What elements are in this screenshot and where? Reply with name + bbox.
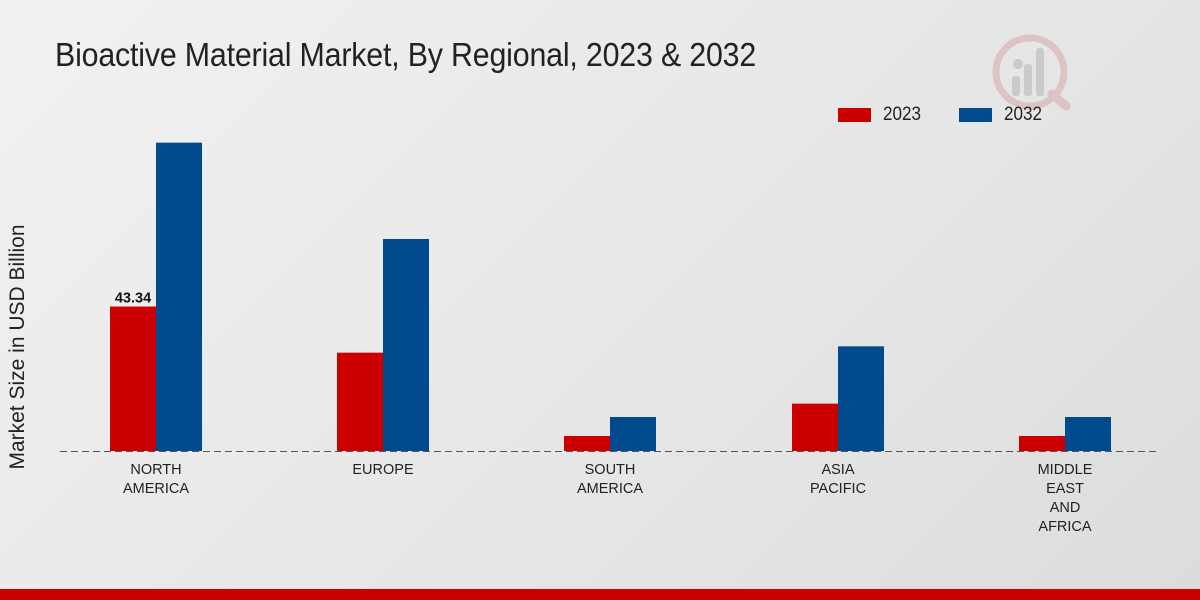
x-tick-label-2: SOUTH AMERICA xyxy=(577,462,643,497)
data-label-0: 43.34 xyxy=(115,291,151,307)
x-tick-label-0: NORTH AMERICA xyxy=(123,462,189,497)
legend: 2023 2032 xyxy=(838,104,1081,126)
bar-2023-asia-pacific xyxy=(792,403,838,451)
legend-label-2023: 2023 xyxy=(883,104,922,125)
watermark-logo-icon xyxy=(992,34,1071,111)
legend-item-2023: 2023 xyxy=(838,104,925,126)
bar-2023-middle-east-and-africa xyxy=(1019,436,1065,451)
bar-2023-south-america xyxy=(564,436,610,451)
bar-2032-asia-pacific xyxy=(838,346,884,451)
legend-item-2032: 2032 xyxy=(959,104,1046,126)
bar-2032-europe xyxy=(383,239,429,451)
bar-2023-europe xyxy=(337,352,383,451)
legend-swatch-2023 xyxy=(838,108,871,122)
legend-label-2032: 2032 xyxy=(1004,104,1043,125)
x-tick-label-1: EUROPE xyxy=(352,462,414,478)
bar-2023-north-america xyxy=(110,306,156,451)
chart-title: Bioactive Material Market, By Regional, … xyxy=(55,36,757,73)
bar-2032-south-america xyxy=(610,417,656,451)
x-tick-label-3: ASIA PACIFIC xyxy=(810,462,866,497)
bar-2032-north-america xyxy=(156,142,202,451)
x-tick-label-4: MIDDLE EAST AND AFRICA xyxy=(1038,462,1093,535)
legend-swatch-2032 xyxy=(959,108,993,122)
bottom-accent-bar xyxy=(0,589,1200,600)
bar-2032-middle-east-and-africa xyxy=(1065,417,1111,451)
